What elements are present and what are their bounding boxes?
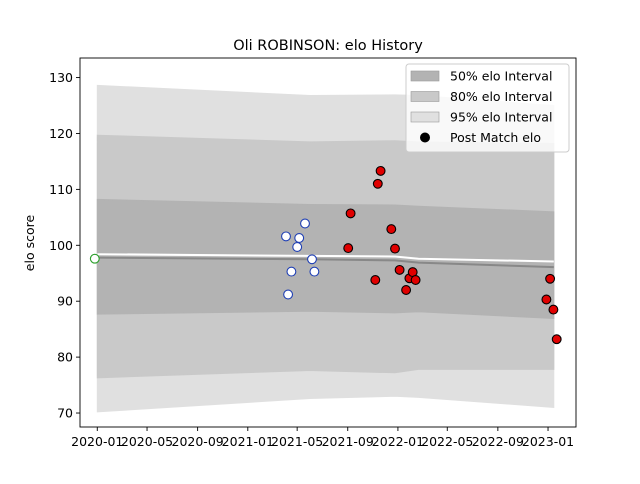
x-tick-label-4: 2021-05 xyxy=(271,434,323,449)
legend-label-1: 80% elo Interval xyxy=(450,89,552,104)
point-s1-6 xyxy=(307,254,317,265)
x-tick-label-7: 2022-05 xyxy=(421,434,473,449)
legend-marker-3 xyxy=(420,132,430,143)
y-tick-label-120: 120 xyxy=(49,126,73,141)
legend-swatch-1 xyxy=(410,91,440,102)
point-s1-5 xyxy=(300,218,310,229)
x-tick-label-6: 2022-01 xyxy=(372,434,424,449)
point-s2-4 xyxy=(375,165,386,176)
y-tick-label-90: 90 xyxy=(57,294,73,309)
legend: 50% elo Interval 80% elo Interval 95% elo … xyxy=(405,63,570,153)
y-tick-label-110: 110 xyxy=(49,182,73,197)
y-tick-label-100: 100 xyxy=(49,238,73,253)
axes-frame xyxy=(79,57,577,428)
legend-label-2: 95% elo Interval xyxy=(450,110,552,125)
point-s1-4 xyxy=(294,233,305,243)
legend-box xyxy=(405,63,570,153)
point-s2-3 xyxy=(372,178,383,189)
axes: 7080901001101201302020-012020-052020-092… xyxy=(49,57,577,449)
point-s2-5 xyxy=(386,224,397,235)
point-s2-15 xyxy=(551,334,562,345)
point-s0-0 xyxy=(89,253,100,264)
point-s2-2 xyxy=(370,275,381,285)
x-tick-label-1: 2020-05 xyxy=(121,434,173,449)
y-axis-label: elo score xyxy=(22,215,37,272)
chart-title: Oli ROBINSON: elo History xyxy=(233,38,423,54)
legend-swatch-0 xyxy=(410,70,440,82)
x-tick-label-2: 2020-09 xyxy=(172,434,224,449)
white-elo-line xyxy=(97,253,554,263)
x-tick-label-3: 2021-01 xyxy=(222,434,274,449)
x-tick-label-5: 2021-09 xyxy=(322,434,374,449)
y-tick-label-80: 80 xyxy=(57,350,73,365)
x-tick-label-0: 2020-01 xyxy=(71,434,123,449)
point-s2-8 xyxy=(401,285,412,295)
mean-elo-line xyxy=(97,256,554,269)
point-s1-3 xyxy=(292,242,303,252)
point-s2-12 xyxy=(541,294,552,305)
y-tick-label-130: 130 xyxy=(49,70,73,85)
point-s1-1 xyxy=(283,289,294,300)
legend-label-3: Post Match elo xyxy=(450,130,541,145)
y-tick-label-70: 70 xyxy=(57,406,73,421)
plot-area xyxy=(89,84,562,413)
point-s1-7 xyxy=(309,266,320,277)
point-s2-11 xyxy=(410,275,421,285)
legend-swatch-2 xyxy=(410,111,440,123)
point-s2-13 xyxy=(545,273,556,284)
point-s2-7 xyxy=(394,264,405,275)
point-s1-0 xyxy=(281,231,291,242)
x-tick-label-9: 2023-01 xyxy=(522,434,574,449)
x-tick-label-8: 2022-09 xyxy=(472,434,524,449)
point-s2-14 xyxy=(548,304,559,315)
point-s2-1 xyxy=(345,208,356,219)
point-s1-2 xyxy=(286,266,297,277)
legend-label-0: 50% elo Interval xyxy=(450,69,552,84)
point-s2-6 xyxy=(390,243,400,254)
point-s2-0 xyxy=(343,243,354,254)
